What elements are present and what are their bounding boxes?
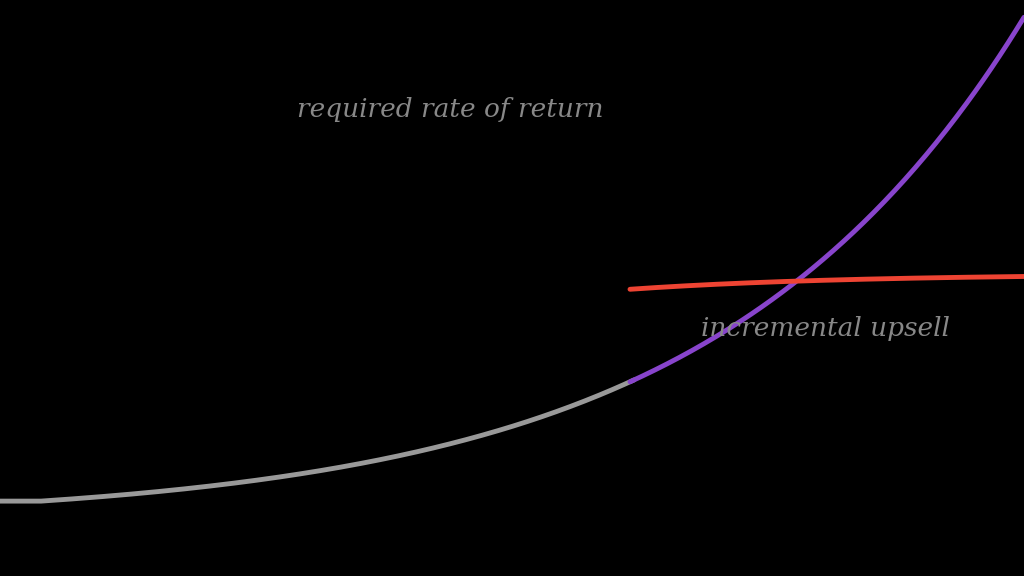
Text: incremental upsell: incremental upsell [701, 316, 950, 341]
Text: required rate of return: required rate of return [297, 97, 604, 122]
